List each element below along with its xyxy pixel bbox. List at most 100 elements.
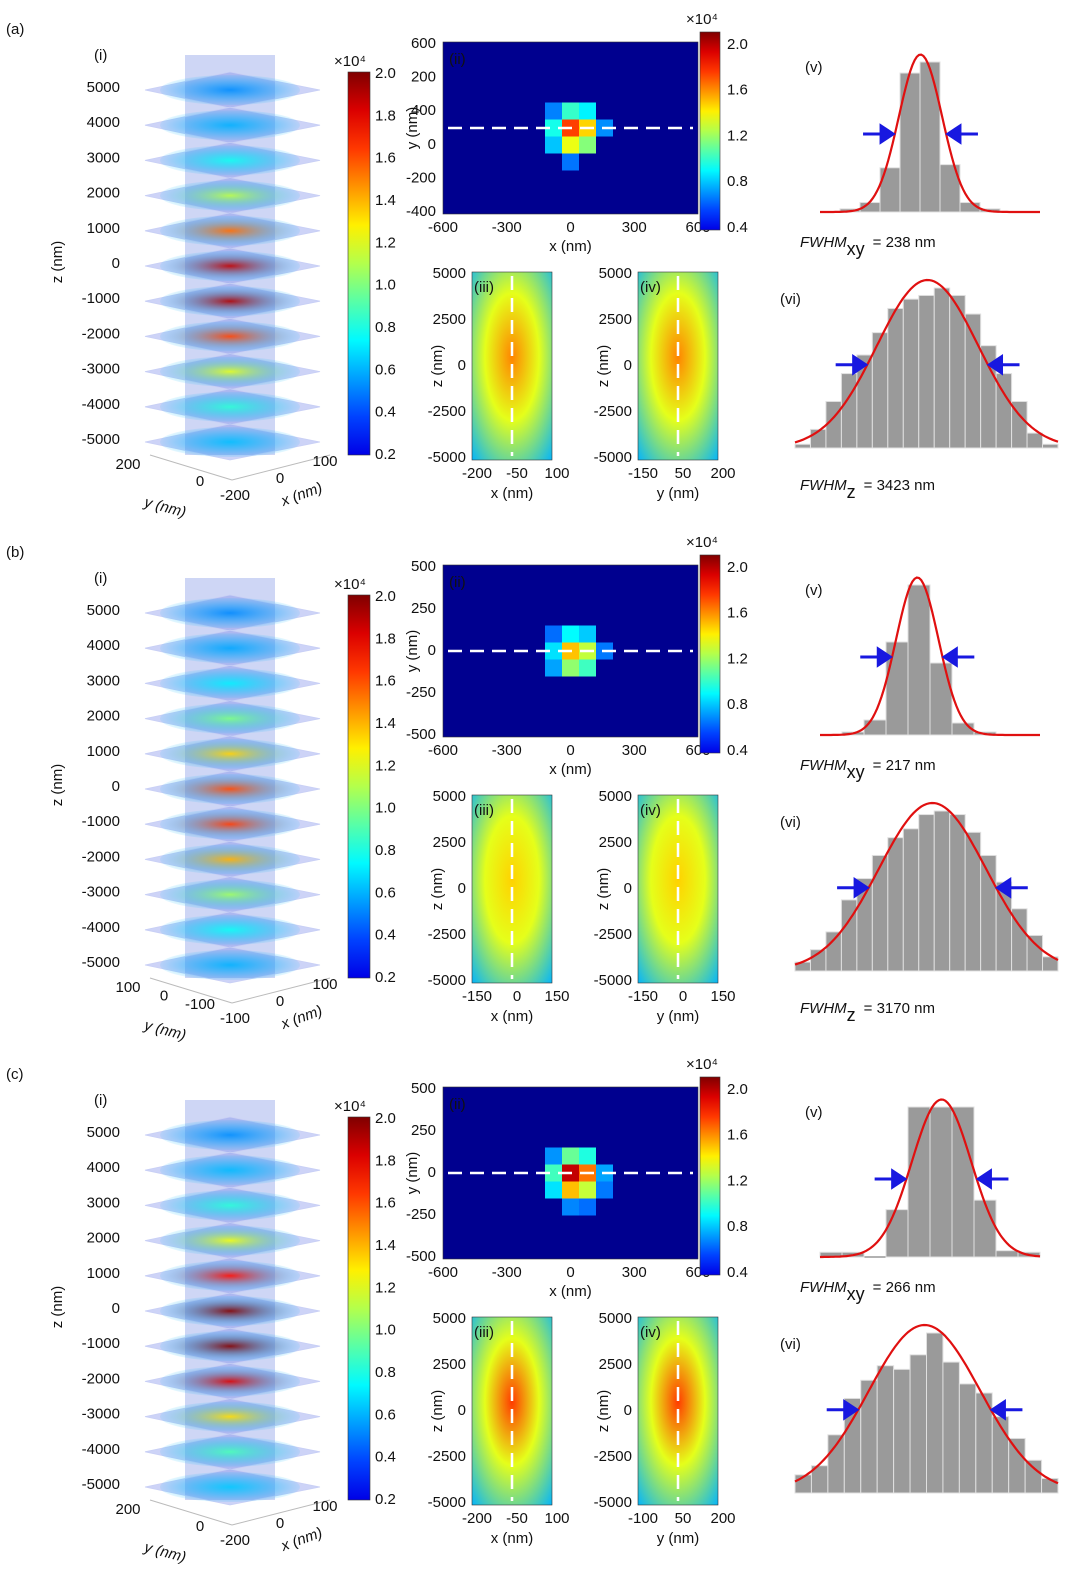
tick-label: 50 — [675, 1510, 692, 1527]
plane-intensity — [160, 879, 300, 910]
heatmap-pixel — [545, 119, 562, 137]
heatmap-pixel — [562, 1147, 579, 1165]
tick-label: 0.2 — [375, 1491, 396, 1508]
plane-intensity — [160, 391, 300, 422]
histogram-bar — [929, 662, 953, 736]
tick-label: 2.0 — [375, 65, 396, 82]
tick-label: 0.6 — [375, 361, 396, 378]
colorbar — [347, 594, 371, 979]
plane-intensity — [160, 1401, 300, 1432]
tick-label: 1000 — [87, 220, 120, 237]
tick-label: 5000 — [87, 79, 120, 96]
heatmap-pixel — [562, 1181, 579, 1199]
histogram-bar — [919, 61, 941, 213]
tick-label: -2500 — [428, 403, 466, 420]
histogram-bar — [840, 373, 858, 449]
tick-label: 0 — [160, 987, 168, 1004]
colorbar — [699, 31, 721, 231]
heatmap-pixel — [579, 625, 596, 643]
tick-label: -5000 — [428, 972, 466, 989]
tick-label: 100 — [312, 453, 337, 470]
arrow — [826, 1398, 860, 1421]
panel-label: (i) — [94, 47, 107, 64]
axis-line — [149, 977, 233, 1004]
arrow — [863, 123, 896, 145]
fit-curve — [820, 1098, 1041, 1259]
panel-label: (vi) — [780, 814, 801, 831]
tick-label: 5000 — [433, 1310, 466, 1327]
fit-curve — [794, 278, 1059, 444]
plane-intensity — [160, 950, 300, 980]
histogram-bar — [1026, 432, 1044, 449]
axis-label: x (nm) — [491, 1008, 534, 1025]
heatmap-pixel — [579, 1181, 596, 1199]
tick-label: 4000 — [87, 1159, 120, 1176]
tick-label: -50 — [506, 465, 528, 482]
tick-label: 1000 — [87, 1265, 120, 1282]
tick-label: 400 — [411, 102, 436, 119]
tick-label: 4000 — [87, 637, 120, 654]
tick-label: -1000 — [82, 1335, 120, 1352]
histogram-bar — [933, 287, 951, 449]
arrow — [874, 1168, 908, 1190]
tick-label: -200 — [406, 169, 436, 186]
histogram-bar — [825, 400, 842, 449]
panel-label: (ii) — [449, 51, 466, 68]
tick-label: 5000 — [433, 788, 466, 805]
plane-intensity — [160, 914, 300, 945]
axis-label: z (nm) — [49, 241, 66, 284]
fwhm-value: = 266 nm — [873, 1279, 936, 1296]
axis-line — [149, 454, 233, 481]
histogram-bar — [825, 931, 842, 972]
tick-label: 0 — [513, 988, 521, 1005]
fwhm-label: FWHM — [800, 757, 847, 774]
histogram-bar — [1041, 1477, 1059, 1494]
heatmap-pixel — [596, 1181, 613, 1199]
fwhm-subscript: xy — [847, 762, 865, 782]
tick-label: -2000 — [82, 848, 120, 865]
histogram-bar — [1042, 443, 1059, 449]
axis-label: y (nm) — [657, 485, 700, 502]
tick-label: -200 — [220, 1532, 250, 1549]
axis-line — [231, 977, 331, 1004]
panel-label: (iii) — [474, 279, 494, 296]
arrow — [945, 123, 978, 145]
tick-label: 600 — [411, 35, 436, 52]
tick-label: 2.0 — [375, 1110, 396, 1127]
tick-label: 0.8 — [375, 842, 396, 859]
tick-label: -4000 — [82, 396, 120, 413]
tick-label: 200 — [710, 1510, 735, 1527]
tick-label: 0.2 — [375, 969, 396, 986]
axis-label: x (nm) — [549, 761, 592, 778]
tick-label: 0 — [112, 1300, 120, 1317]
panel-label: (v) — [805, 582, 823, 599]
tick-label: -100 — [628, 1510, 658, 1527]
colorbar-exponent: ×10⁴ — [334, 576, 366, 593]
tick-label: 1.4 — [375, 715, 396, 732]
fwhm-value: = 238 nm — [873, 234, 936, 251]
plane-intensity — [160, 180, 300, 211]
arrow — [995, 876, 1028, 899]
tick-label: 500 — [411, 558, 436, 575]
tick-label: 100 — [544, 465, 569, 482]
histogram-bar — [887, 837, 904, 972]
tick-label: -500 — [406, 726, 436, 743]
histogram-bar — [876, 1365, 895, 1494]
tick-label: 1.6 — [375, 673, 396, 690]
heatmap-pixel — [545, 1147, 562, 1165]
tick-label: -600 — [428, 1264, 458, 1281]
fwhm-text: FWHMz = 3170 nm — [800, 1000, 935, 1025]
tick-label: 0 — [458, 1402, 466, 1419]
fwhm-subscript: z — [847, 482, 856, 502]
tick-label: 2500 — [599, 834, 632, 851]
heatmap-pixel — [579, 659, 596, 677]
panel-label: (v) — [805, 1104, 823, 1121]
fwhm-text: FWHMxy = 217 nm — [800, 757, 936, 782]
tick-label: -150 — [462, 988, 492, 1005]
tick-label: 4000 — [87, 114, 120, 131]
tick-label: 0.4 — [727, 1264, 748, 1281]
heatmap-pixel — [562, 102, 579, 120]
plane-intensity — [160, 75, 300, 105]
tick-label: 2000 — [87, 1230, 120, 1247]
tick-label: 0.8 — [727, 173, 748, 190]
